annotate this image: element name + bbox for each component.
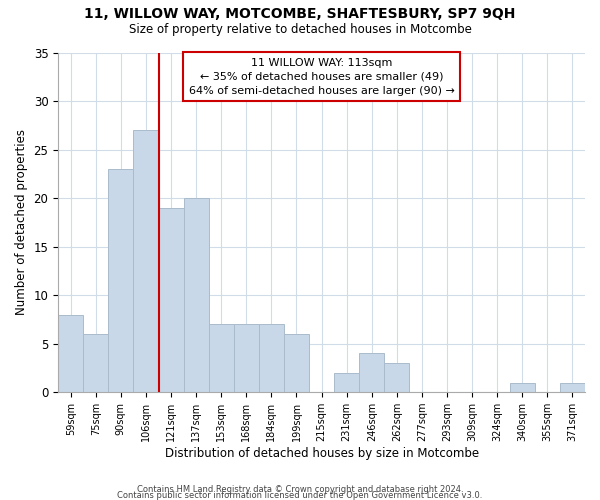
Bar bbox=[109, 169, 133, 392]
Bar bbox=[133, 130, 158, 392]
Bar bbox=[334, 373, 359, 392]
Y-axis label: Number of detached properties: Number of detached properties bbox=[15, 130, 28, 316]
Bar bbox=[234, 324, 259, 392]
Bar bbox=[158, 208, 184, 392]
Text: Contains HM Land Registry data © Crown copyright and database right 2024.: Contains HM Land Registry data © Crown c… bbox=[137, 485, 463, 494]
Bar bbox=[510, 382, 535, 392]
Text: Size of property relative to detached houses in Motcombe: Size of property relative to detached ho… bbox=[128, 22, 472, 36]
Bar bbox=[284, 334, 309, 392]
Bar bbox=[560, 382, 585, 392]
X-axis label: Distribution of detached houses by size in Motcombe: Distribution of detached houses by size … bbox=[164, 447, 479, 460]
Text: Contains public sector information licensed under the Open Government Licence v3: Contains public sector information licen… bbox=[118, 491, 482, 500]
Bar bbox=[58, 314, 83, 392]
Bar bbox=[259, 324, 284, 392]
Bar bbox=[384, 363, 409, 392]
Bar bbox=[209, 324, 234, 392]
Bar bbox=[83, 334, 109, 392]
Bar bbox=[184, 198, 209, 392]
Text: 11 WILLOW WAY: 113sqm
← 35% of detached houses are smaller (49)
64% of semi-deta: 11 WILLOW WAY: 113sqm ← 35% of detached … bbox=[188, 58, 455, 96]
Bar bbox=[359, 354, 384, 392]
Text: 11, WILLOW WAY, MOTCOMBE, SHAFTESBURY, SP7 9QH: 11, WILLOW WAY, MOTCOMBE, SHAFTESBURY, S… bbox=[85, 8, 515, 22]
